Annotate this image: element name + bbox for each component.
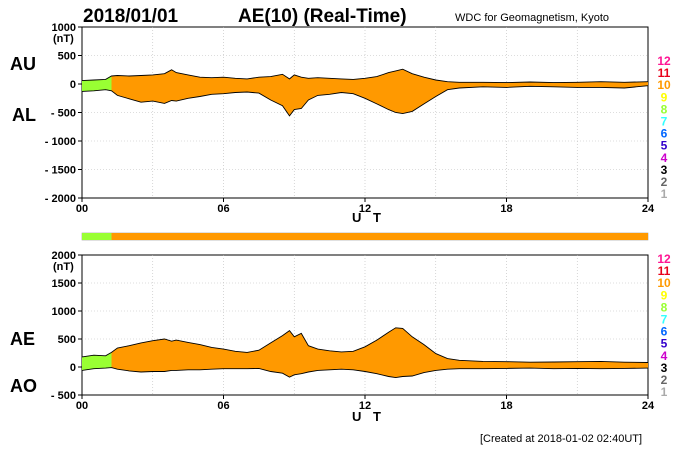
bottom-ytick-label: 1500 (52, 278, 76, 290)
legend-item-11: 11 (658, 264, 671, 278)
top-area-segment (111, 69, 648, 116)
station-count-bar (81, 232, 649, 241)
au-label: AU (10, 54, 36, 74)
legend-item-2: 2 (661, 373, 668, 387)
ao-label: AO (10, 376, 37, 396)
bottom-xtick-label: 00 (76, 400, 88, 412)
bottom-xtick-label: 06 (217, 400, 229, 412)
au-al-panel: AU AL (nT) U T 1000 500 0 - 500 - 1000 - 1500… (10, 22, 655, 225)
top-ytick-label: - 500 (51, 108, 76, 120)
bottom-ytick-label: - 500 (51, 390, 76, 402)
bottom-ut-label: U T (352, 409, 385, 424)
legend-item-1: 1 (661, 187, 668, 201)
created-timestamp: [Created at 2018-01-02 02:40UT] (480, 433, 642, 445)
station-bar-segment (111, 233, 648, 240)
legend-item-3: 3 (661, 163, 668, 177)
top-ytick-label: - 1500 (45, 165, 76, 177)
date-title: 2018/01/01 (83, 6, 179, 27)
top-xtick-label: 00 (76, 203, 88, 215)
legend-item-5: 5 (661, 337, 668, 351)
bottom-ytick-label: 1000 (52, 306, 76, 318)
top-xtick-label: 06 (217, 203, 229, 215)
al-label: AL (12, 105, 36, 125)
bottom-xtick-label: 18 (500, 400, 512, 412)
top-xtick-label: 12 (359, 203, 371, 215)
legend-item-2: 2 (661, 175, 668, 189)
bottom-area-segment (111, 327, 648, 378)
top-lower-series-line (81, 85, 649, 117)
station-bar-segment (82, 233, 112, 240)
top-ytick-label: 1000 (52, 22, 76, 34)
top-ytick-label: 0 (70, 79, 76, 91)
ae-label: AE (10, 329, 35, 349)
bottom-lower-series-line (81, 367, 649, 379)
top-ytick-label: 500 (58, 51, 76, 63)
top-unit-label: (nT) (53, 33, 74, 45)
legend-item-11: 11 (658, 66, 671, 80)
top-ut-label: U T (352, 210, 385, 225)
legend-item-4: 4 (661, 349, 668, 363)
bottom-ytick-label: 2000 (52, 250, 76, 262)
bottom-ytick-label: 0 (70, 362, 76, 374)
legend-item-5: 5 (661, 139, 668, 153)
legend-item-7: 7 (661, 115, 668, 129)
top-upper-series-line (81, 68, 649, 84)
legend-item-10: 10 (657, 276, 671, 290)
organization-label: WDC for Geomagnetism, Kyoto (455, 12, 609, 24)
bottom-ytick-label: 500 (58, 334, 76, 346)
legend-item-10: 10 (657, 78, 671, 92)
legend-item-3: 3 (661, 361, 668, 375)
legend-item-12: 12 (657, 252, 671, 266)
index-title: AE(10) (Real-Time) (238, 6, 407, 27)
bottom-xtick-label: 24 (642, 400, 655, 412)
legend-item-6: 6 (661, 325, 668, 339)
legend-item-8: 8 (661, 300, 668, 314)
legend-item-4: 4 (661, 151, 668, 165)
top-xtick-label: 24 (642, 203, 655, 215)
bottom-xtick-label: 12 (359, 400, 371, 412)
top-ytick-label: - 1000 (45, 136, 76, 148)
top-xtick-label: 18 (500, 203, 512, 215)
legend-item-9: 9 (661, 90, 668, 104)
bottom-upper-series-line (81, 327, 649, 363)
legend-item-12: 12 (657, 54, 671, 68)
bottom-area-segment (82, 352, 112, 371)
legend-item-7: 7 (661, 313, 668, 327)
legend-item-6: 6 (661, 127, 668, 141)
legend-item-9: 9 (661, 288, 668, 302)
bottom-unit-label: (nT) (53, 261, 74, 273)
legend-item-1: 1 (661, 385, 668, 399)
top-ytick-label: - 2000 (45, 193, 76, 205)
legend-item-8: 8 (661, 102, 668, 116)
